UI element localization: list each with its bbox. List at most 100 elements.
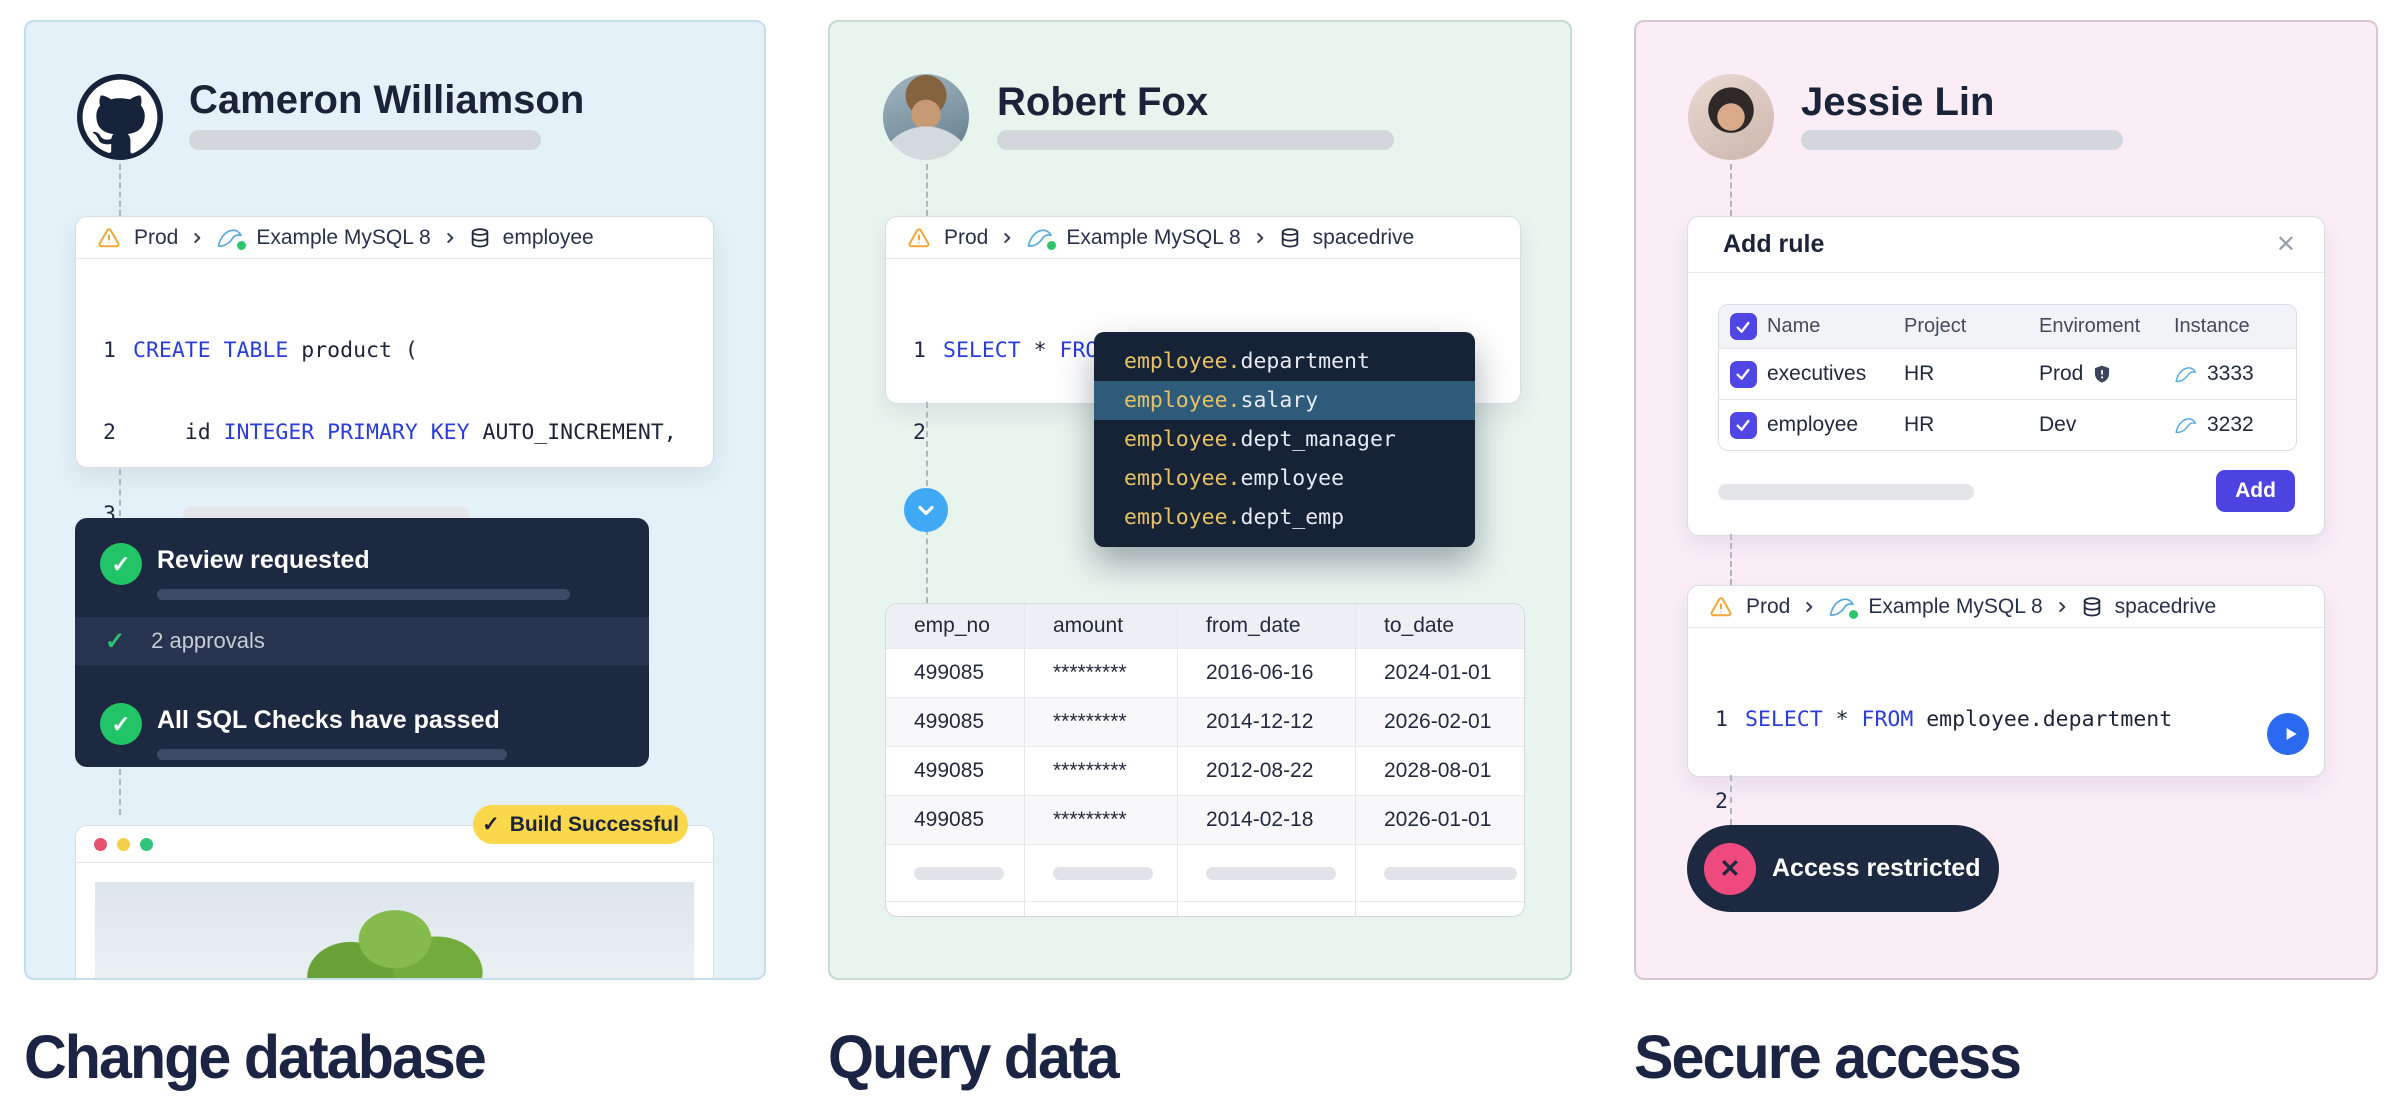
chevron-right-icon: [1802, 600, 1816, 614]
check-circle-icon: ✓: [100, 543, 142, 585]
chevron-right-icon: [2055, 600, 2069, 614]
tree-image: [265, 900, 525, 978]
browser-titlebar: [76, 826, 713, 863]
sql-editor-card: Prod Example MySQL 8 spacedrive 1 SELECT …: [1687, 585, 2325, 896]
checkbox-checked[interactable]: [1729, 313, 1757, 340]
rule-row[interactable]: executives HR Prod 3333: [1719, 349, 2296, 400]
warning-triangle-icon: [906, 226, 932, 250]
avatar: [883, 74, 969, 160]
line-number: 1: [1715, 706, 1728, 732]
cell-skeleton: [1053, 866, 1153, 880]
autocomplete-dropdown: employee. department employee. salary empl…: [1094, 332, 1475, 547]
autocomplete-item[interactable]: employee. dept_emp: [1124, 505, 1345, 530]
build-badge-label: Build Successful: [509, 812, 679, 836]
person-name: Jessie Lin: [1801, 80, 1995, 124]
warning-triangle-icon: [1708, 595, 1734, 619]
table-header-row: emp_no amount from_date to_date: [886, 604, 1524, 649]
breadcrumb-environment[interactable]: Prod: [134, 225, 179, 249]
line-number: 2: [103, 419, 116, 445]
chevron-right-icon: [190, 231, 204, 245]
status-dot: [1047, 240, 1057, 250]
status-dot: [1849, 609, 1859, 619]
table-row[interactable]: 499085 ********* 2016-06-16 2024-01-01: [886, 649, 1524, 698]
modal-title: Add rule: [1723, 230, 1825, 258]
traffic-light-green: [140, 837, 153, 851]
caption-query-data: Query data: [828, 1023, 1120, 1091]
connector-dash: [1730, 775, 1732, 825]
avatar: [77, 74, 163, 160]
chevron-right-icon: [1253, 231, 1267, 245]
close-icon[interactable]: ✕: [2275, 231, 2296, 258]
checks-passed-title: All SQL Checks have passed: [157, 706, 500, 734]
column-header: Project: [1904, 315, 1967, 337]
avatar: [1688, 74, 1774, 160]
add-button[interactable]: Add: [2216, 470, 2295, 512]
check-icon: ✓: [105, 627, 126, 655]
browser-preview: [75, 825, 714, 978]
x-circle-icon: ✕: [1704, 842, 1756, 895]
check-icon: ✓: [482, 813, 500, 836]
rules-table: Name Project Enviroment Instance executi…: [1718, 304, 2297, 451]
name-skeleton-bar: [997, 130, 1394, 150]
person-name: Cameron Williamson: [189, 78, 585, 122]
check-circle-icon: ✓: [100, 703, 142, 745]
panel-change-database: Cameron Williamson Prod Example MySQL 8: [24, 20, 766, 980]
autocomplete-item[interactable]: employee. dept_manager: [1124, 427, 1396, 452]
build-status-badge: ✓ Build Successful: [473, 805, 688, 844]
skeleton-bar: [157, 749, 507, 760]
website-hero-image: [95, 882, 694, 978]
breadcrumb-environment[interactable]: Prod: [944, 225, 989, 249]
chevron-right-icon: [443, 231, 457, 245]
column-header: to_date: [1384, 614, 1455, 637]
panel-secure-access: Jessie Lin Add rule ✕ Name Project Envir…: [1634, 20, 2378, 980]
column-header: Instance: [2174, 315, 2250, 337]
name-skeleton-bar: [189, 130, 541, 150]
code-skeleton-bar: [183, 507, 469, 521]
autocomplete-item[interactable]: employee. department: [1124, 349, 1370, 374]
warning-triangle-icon: [96, 226, 122, 250]
expand-results-button[interactable]: [904, 488, 948, 532]
results-table: emp_no amount from_date to_date 499085 *…: [885, 603, 1525, 917]
table-row[interactable]: 499085 ********* 2014-12-12 2026-02-01: [886, 698, 1524, 747]
rule-row[interactable]: employee HR Dev 3232: [1719, 400, 2296, 450]
breadcrumb: Prod Example MySQL 8 employee: [76, 217, 713, 259]
table-row[interactable]: 499085 ********* 2012-08-22 2028-08-01: [886, 747, 1524, 796]
connector-dash: [1730, 534, 1732, 585]
breadcrumb-server[interactable]: Example MySQL 8: [1066, 225, 1241, 249]
table-row-partial: [886, 902, 1524, 916]
mysql-dolphin-icon: [1828, 596, 1859, 619]
caption-change-database: Change database: [24, 1023, 487, 1091]
play-icon: [2280, 724, 2300, 744]
breadcrumb-environment[interactable]: Prod: [1746, 594, 1791, 618]
mysql-dolphin-icon: [1026, 227, 1057, 250]
breadcrumb-database[interactable]: spacedrive: [2114, 594, 2217, 618]
rules-header-row: Name Project Enviroment Instance: [1719, 305, 2296, 349]
checkbox-checked[interactable]: [1729, 360, 1757, 388]
table-row[interactable]: 499085 ********* 2014-02-18 2026-01-01: [886, 796, 1524, 845]
database-icon: [469, 226, 491, 250]
breadcrumb-server[interactable]: Example MySQL 8: [1868, 594, 2043, 618]
line-number: 2: [913, 419, 926, 445]
connector-dash: [119, 164, 121, 216]
run-query-button[interactable]: [2267, 713, 2309, 755]
shield-icon: [2092, 364, 2112, 384]
traffic-light-yellow: [117, 837, 130, 851]
autocomplete-item[interactable]: employee. employee: [1124, 466, 1345, 491]
mysql-dolphin-icon: [216, 227, 247, 250]
github-icon: [77, 74, 163, 160]
traffic-light-red: [94, 837, 107, 851]
status-dot: [237, 240, 247, 250]
checkbox-checked[interactable]: [1729, 411, 1757, 439]
panel-query-data: Robert Fox Prod Example MySQL 8: [828, 20, 1572, 980]
mysql-dolphin-icon: [2174, 416, 2198, 435]
breadcrumb-database[interactable]: employee: [502, 225, 594, 249]
review-status-card: ✓ Review requested ✓ 2 approvals ✓ All S…: [75, 518, 649, 767]
column-header: amount: [1025, 604, 1178, 648]
breadcrumb-database[interactable]: spacedrive: [1312, 225, 1415, 249]
modal-skeleton-bar: [1718, 484, 1974, 500]
autocomplete-item-selected[interactable]: employee. salary: [1094, 381, 1475, 420]
sql-editor-card: Prod Example MySQL 8 employee 1 CREATE TA…: [75, 216, 714, 691]
breadcrumb-server[interactable]: Example MySQL 8: [256, 225, 431, 249]
